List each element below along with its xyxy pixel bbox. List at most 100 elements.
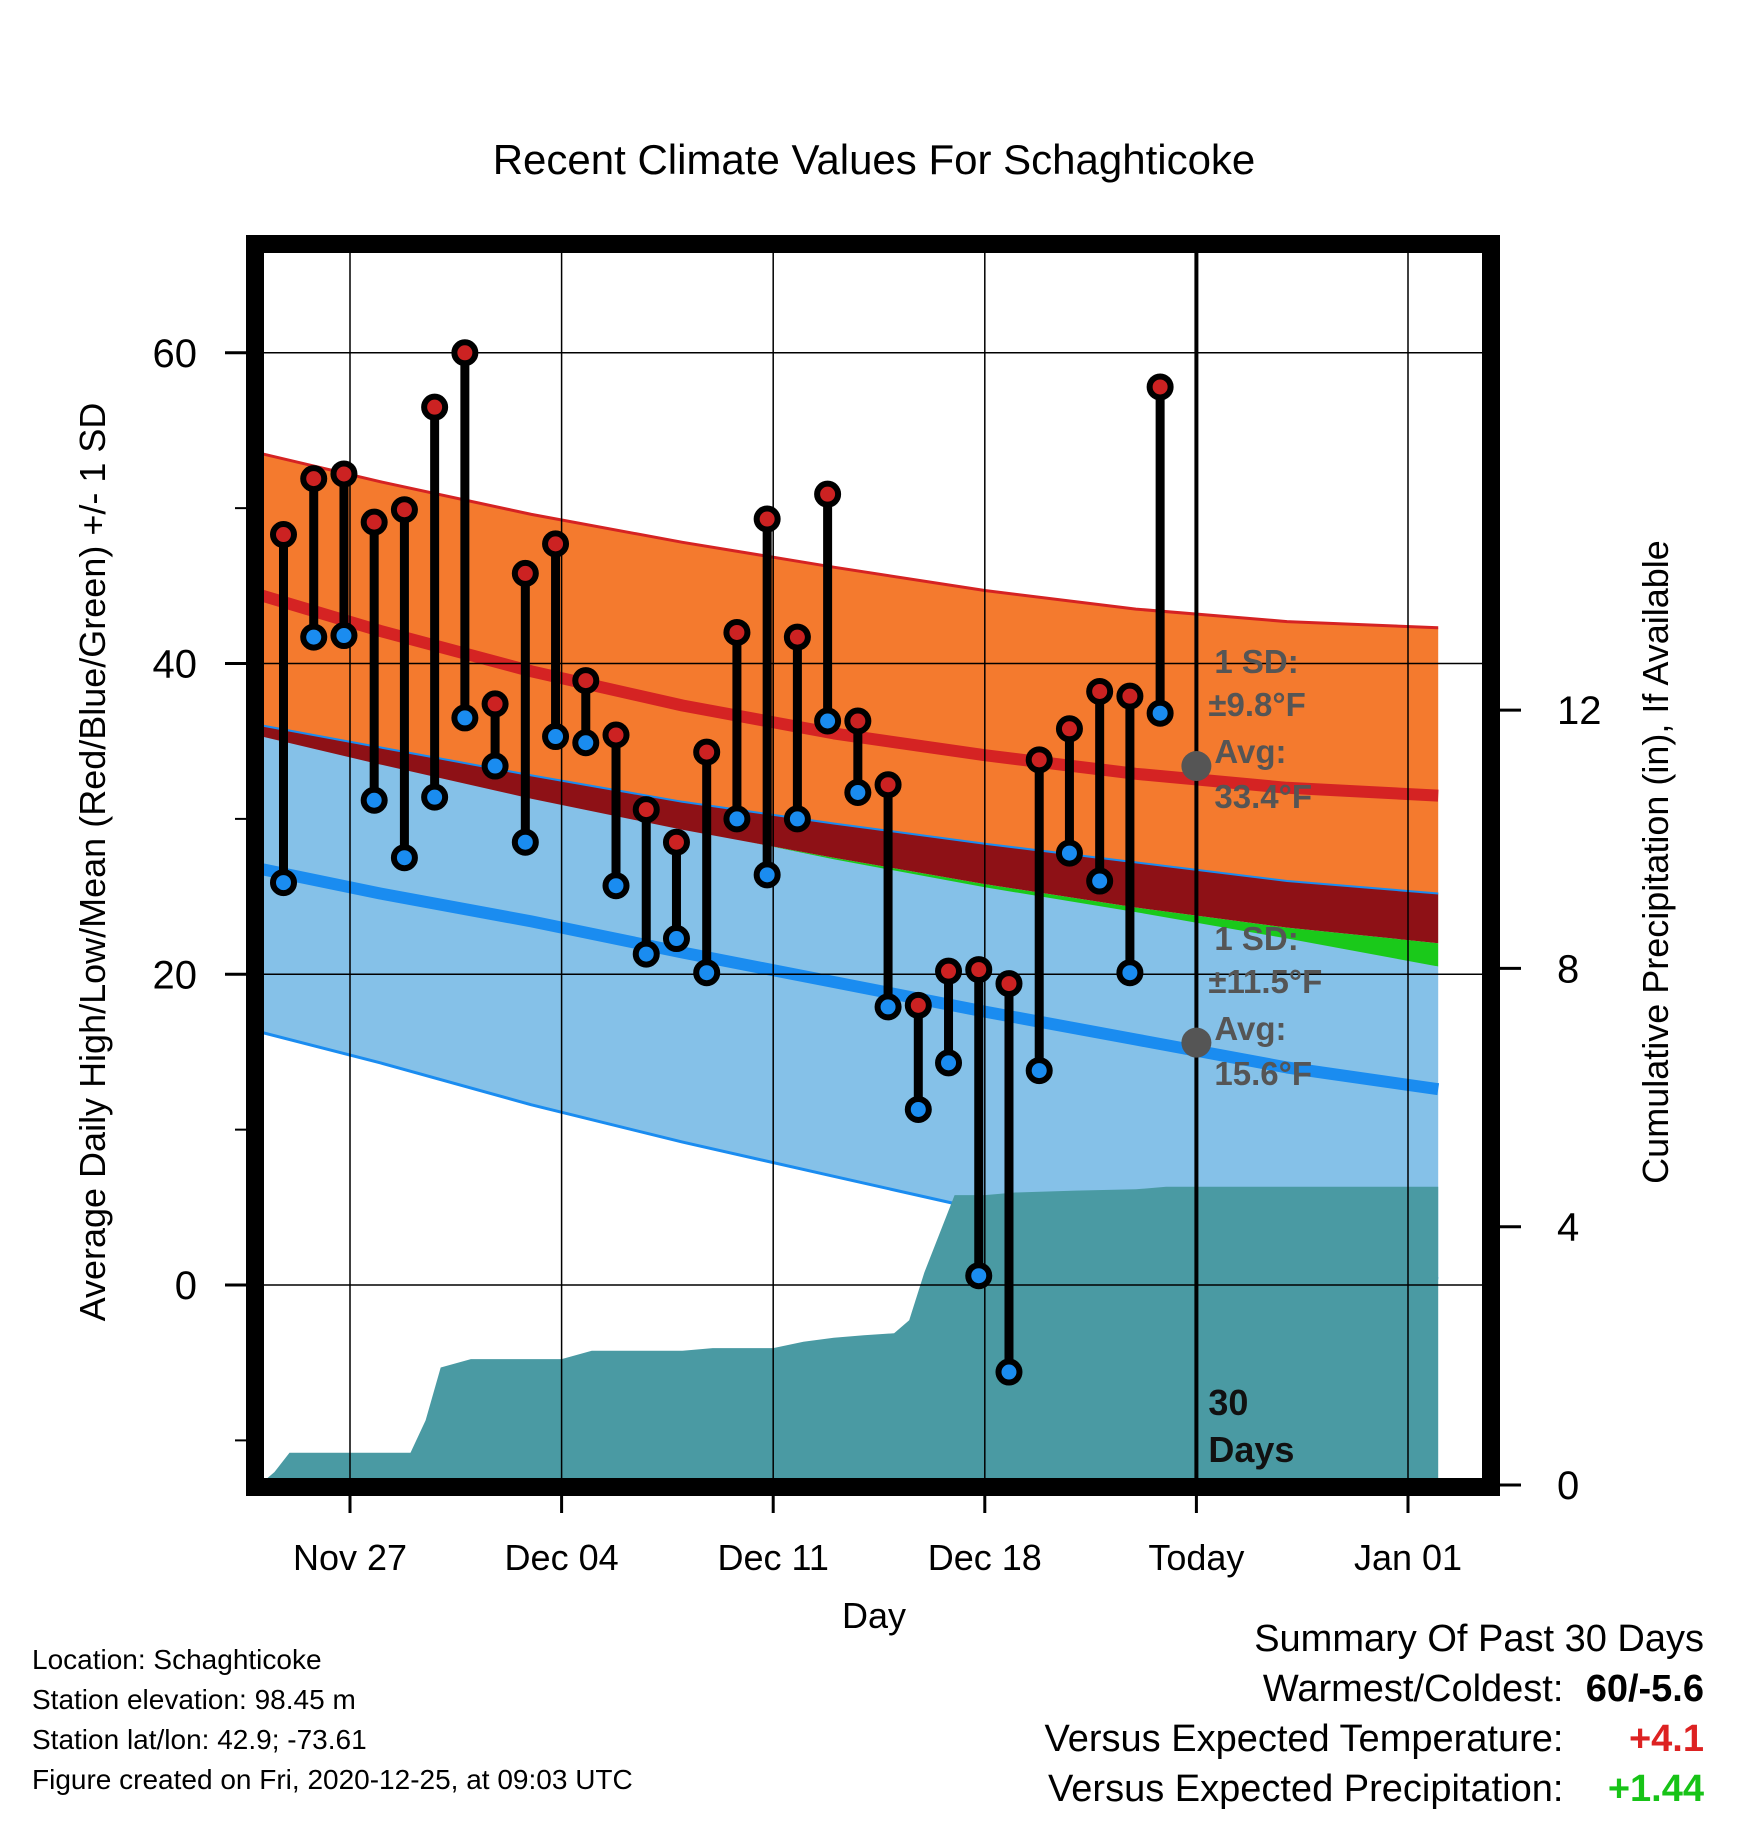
- y-tick-label: 40: [153, 643, 198, 687]
- daily-low-point: [1025, 1057, 1053, 1085]
- daily-low-point: [662, 925, 690, 953]
- today-days-word: Days: [1208, 1429, 1294, 1470]
- summary-temp-row: Versus Expected Temperature: +4.1: [1045, 1714, 1704, 1764]
- daily-high-point: [995, 970, 1023, 998]
- daily-low-point: [602, 872, 630, 900]
- location-text: Location: Schaghticoke: [32, 1644, 322, 1675]
- daily-low-point: [753, 861, 781, 889]
- station-info: Location: Schaghticoke Station elevation…: [32, 1640, 633, 1800]
- high-avg-label: Avg:: [1214, 733, 1286, 770]
- low-avg-label: Avg:: [1214, 1010, 1286, 1047]
- created-text: Figure created on Fri, 2020-12-25, at 09…: [32, 1764, 633, 1795]
- daily-low-point: [874, 993, 902, 1021]
- daily-low-point: [783, 805, 811, 833]
- low-sd-value: ±11.5°F: [1208, 963, 1322, 1000]
- summary-panel: Summary Of Past 30 Days Warmest/Coldest:…: [1045, 1614, 1704, 1814]
- daily-high-point: [935, 957, 963, 985]
- daily-high-point: [814, 480, 842, 508]
- daily-low-point: [300, 623, 328, 651]
- x-tick-label: Nov 27: [293, 1537, 407, 1578]
- daily-high-point: [1055, 715, 1083, 743]
- daily-low-point: [1116, 959, 1144, 987]
- daily-high-point: [904, 991, 932, 1019]
- daily-low-point: [481, 752, 509, 780]
- latlon-text: Station lat/lon: 42.9; -73.61: [32, 1724, 367, 1755]
- daily-high-point: [269, 521, 297, 549]
- elevation-text: Station elevation: 98.45 m: [32, 1684, 356, 1715]
- daily-high-point: [421, 393, 449, 421]
- daily-low-point: [693, 959, 721, 987]
- daily-low-point: [1146, 699, 1174, 727]
- daily-low-point: [421, 783, 449, 811]
- low-avg-marker: [1181, 1027, 1212, 1058]
- plot-frame: [246, 235, 1500, 1496]
- high-avg-value: 33.4°F: [1214, 778, 1312, 815]
- daily-low-point: [935, 1049, 963, 1077]
- daily-low-point: [904, 1095, 932, 1123]
- y2-tick-label: 4: [1557, 1206, 1579, 1250]
- summary-warmest-row: Warmest/Coldest: 60/-5.6: [1045, 1664, 1704, 1714]
- daily-high-point: [451, 339, 479, 367]
- daily-high-point: [662, 828, 690, 856]
- daily-low-point: [814, 707, 842, 735]
- daily-low-point: [995, 1358, 1023, 1386]
- low-normal-band: [255, 728, 1439, 1279]
- daily-low-point: [511, 828, 539, 856]
- high-normal-band: [255, 452, 1439, 894]
- daily-high-point: [300, 465, 328, 493]
- daily-high-point: [1025, 746, 1053, 774]
- daily-low-point: [360, 786, 388, 814]
- daily-high-point: [753, 505, 781, 533]
- precip-label: Versus Expected Precipitation:: [1048, 1768, 1564, 1810]
- y-tick-label: 60: [153, 332, 198, 376]
- low-sd-label: 1 SD:: [1214, 920, 1298, 957]
- precipitation-area: [259, 1186, 1439, 1487]
- daily-low-point: [330, 622, 358, 650]
- daily-high-point: [723, 618, 751, 646]
- daily-low-point: [965, 1262, 993, 1290]
- temp-value: +4.1: [1628, 1718, 1704, 1760]
- summary-heading: Summary Of Past 30 Days: [1254, 1618, 1704, 1660]
- plot-clip-group: [255, 450, 1440, 1487]
- daily-high-point: [330, 460, 358, 488]
- y2-tick-label: 8: [1557, 947, 1579, 991]
- daily-low-point: [390, 844, 418, 872]
- daily-high-point: [632, 796, 660, 824]
- daily-low-point: [542, 723, 570, 751]
- daily-low-point: [572, 729, 600, 757]
- daily-low-point: [451, 704, 479, 732]
- daily-high-point: [965, 956, 993, 984]
- daily-high-point: [390, 496, 418, 524]
- y-tick-label: 20: [153, 953, 198, 997]
- today-days-count: 30: [1208, 1382, 1248, 1423]
- daily-high-point: [542, 530, 570, 558]
- daily-low-point: [844, 778, 872, 806]
- y-tick-label: 0: [175, 1264, 197, 1308]
- daily-high-point: [693, 738, 721, 766]
- plot-area: 1 SD: ±9.8°F Avg: 33.4°F 1 SD: ±11.5°F Avg: 15.…: [153, 235, 1602, 1578]
- daily-high-point: [1086, 677, 1114, 705]
- y2-axis-label: Cumulative Precipitation (in), If Availa…: [1635, 540, 1676, 1184]
- warmest-value: 60/-5.6: [1585, 1668, 1704, 1710]
- daily-high-point: [874, 771, 902, 799]
- daily-high-point: [1146, 373, 1174, 401]
- daily-high-point: [602, 721, 630, 749]
- high-sd-label: 1 SD:: [1214, 643, 1298, 680]
- chart-title: Recent Climate Values For Schaghticoke: [493, 136, 1256, 183]
- low-avg-value: 15.6°F: [1214, 1055, 1312, 1092]
- warmest-label: Warmest/Coldest:: [1262, 1668, 1564, 1710]
- summary-precip-row: Versus Expected Precipitation: +1.44: [1045, 1764, 1704, 1814]
- daily-high-point: [572, 667, 600, 695]
- x-tick-label: Dec 11: [717, 1537, 828, 1578]
- y2-tick-label: 0: [1557, 1464, 1579, 1508]
- x-tick-label: Today: [1148, 1537, 1244, 1578]
- daily-low-point: [269, 869, 297, 897]
- high-sd-value: ±9.8°F: [1208, 686, 1305, 723]
- high-avg-marker: [1181, 751, 1212, 782]
- daily-high-point: [481, 690, 509, 718]
- daily-high-point: [511, 559, 539, 587]
- daily-low-point: [1086, 867, 1114, 895]
- x-tick-label: Dec 04: [505, 1537, 619, 1578]
- daily-low-point: [632, 940, 660, 968]
